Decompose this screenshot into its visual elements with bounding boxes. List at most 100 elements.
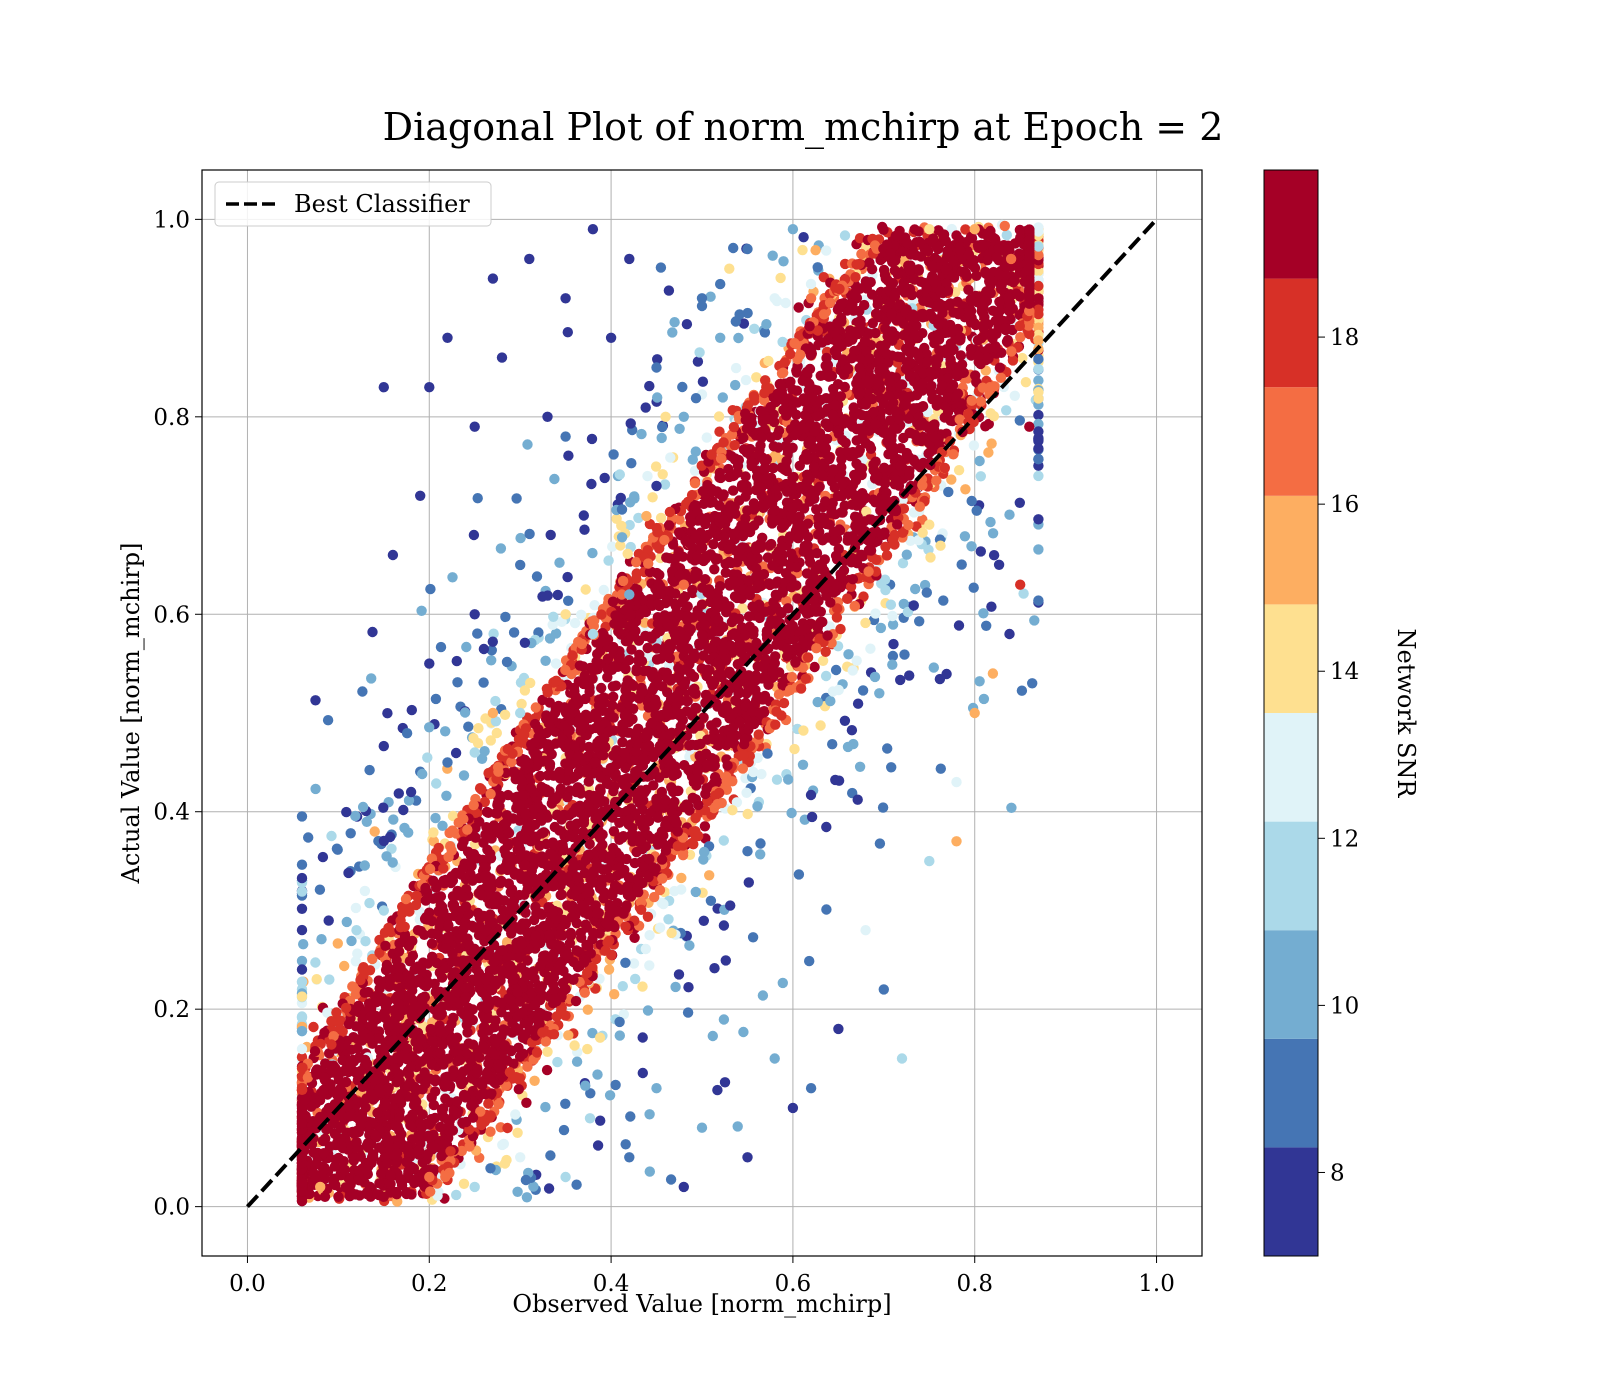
scatter-point-core bbox=[699, 821, 711, 832]
scatter-point-bg bbox=[1033, 265, 1044, 277]
scatter-points bbox=[296, 219, 1044, 1207]
scatter-point-core bbox=[832, 603, 843, 614]
chart-title: Diagonal Plot of norm_mchirp at Epoch = … bbox=[383, 105, 1224, 150]
scatter-point-bg bbox=[698, 854, 709, 865]
scatter-point-bg bbox=[582, 1043, 593, 1055]
scatter-point-bg bbox=[298, 939, 309, 950]
scatter-point-bg bbox=[516, 698, 527, 710]
scatter-point-core bbox=[410, 899, 422, 911]
scatter-point-core bbox=[598, 893, 609, 904]
scatter-point-bg bbox=[352, 948, 363, 959]
scatter-point-bg bbox=[865, 643, 876, 654]
scatter-point-bg bbox=[579, 524, 590, 535]
scatter-point-bg bbox=[928, 662, 939, 673]
scatter-point-bg bbox=[644, 380, 655, 392]
scatter-point-bg bbox=[359, 860, 370, 871]
scatter-point-bg bbox=[694, 347, 705, 358]
scatter-point-bg bbox=[490, 695, 501, 707]
scatter-point-bg bbox=[296, 991, 308, 1002]
scatter-point-bg bbox=[542, 1046, 553, 1058]
scatter-point-bg bbox=[310, 695, 321, 706]
scatter-point-bg bbox=[488, 628, 499, 639]
scatter-point-bg bbox=[463, 721, 474, 732]
scatter-point-core bbox=[319, 1191, 331, 1203]
scatter-point-bg bbox=[886, 762, 897, 773]
scatter-point-bg bbox=[663, 914, 674, 925]
scatter-point-core bbox=[831, 612, 843, 623]
scatter-point-bg bbox=[1033, 409, 1044, 421]
scatter-point-bg bbox=[458, 1178, 470, 1190]
scatter-point-bg bbox=[917, 527, 928, 538]
scatter-point-bg bbox=[705, 895, 717, 906]
scatter-point-bg bbox=[580, 1080, 591, 1091]
scatter-point-bg bbox=[625, 418, 636, 429]
scatter-point-bg bbox=[690, 393, 702, 404]
scatter-point-bg bbox=[326, 830, 337, 842]
scatter-point-bg bbox=[563, 595, 574, 606]
scatter-point-bg bbox=[472, 493, 483, 504]
scatter-point-bg bbox=[296, 1043, 308, 1055]
scatter-point-bg bbox=[749, 323, 760, 334]
scatter-point-bg bbox=[978, 608, 989, 619]
scatter-point-core bbox=[646, 833, 657, 844]
scatter-point-bg bbox=[882, 743, 893, 754]
scatter-point-bg bbox=[417, 768, 428, 780]
scatter-point-bg bbox=[727, 805, 738, 816]
scatter-point-bg bbox=[401, 728, 413, 739]
scatter-point-bg bbox=[966, 495, 977, 507]
scatter-point-bg bbox=[956, 559, 967, 570]
scatter-point-bg bbox=[528, 1181, 539, 1192]
scatter-point-bg bbox=[690, 446, 701, 457]
scatter-point-bg bbox=[378, 802, 389, 813]
scatter-point-bg bbox=[416, 605, 427, 616]
scatter-point-bg bbox=[311, 974, 322, 985]
scatter-point-bg bbox=[296, 955, 308, 967]
scatter-point-bg bbox=[1016, 685, 1028, 696]
scatter-point-bg bbox=[310, 957, 321, 968]
scatter-point-bg bbox=[515, 532, 526, 544]
scatter-point-bg bbox=[1029, 615, 1040, 626]
scatter-point-bg bbox=[614, 1030, 625, 1041]
scatter-point-bg bbox=[626, 458, 637, 469]
scatter-point-bg bbox=[901, 549, 912, 560]
scatter-point-bg bbox=[656, 432, 667, 444]
scatter-point-bg bbox=[652, 354, 663, 365]
scatter-point-bg bbox=[1014, 415, 1025, 426]
scatter-point-bg bbox=[296, 903, 308, 914]
scatter-point-bg bbox=[775, 272, 786, 284]
scatter-point-bg bbox=[683, 982, 694, 993]
scatter-point-bg bbox=[975, 471, 986, 482]
scatter-point-bg bbox=[357, 801, 369, 813]
scatter-point-core bbox=[842, 593, 853, 604]
scatter-point-bg bbox=[897, 558, 909, 569]
scatter-point-bg bbox=[603, 964, 615, 975]
scatter-point-bg bbox=[687, 454, 698, 465]
scatter-point-bg bbox=[548, 611, 559, 622]
scatter-point-bg bbox=[1033, 322, 1044, 333]
scatter-point-bg bbox=[988, 550, 1000, 561]
scatter-point-bg bbox=[343, 867, 354, 879]
scatter-point-bg bbox=[314, 884, 326, 895]
scatter-point-bg bbox=[472, 628, 483, 639]
scatter-point-bg bbox=[547, 619, 558, 630]
scatter-point-bg bbox=[730, 379, 741, 391]
scatter-point-bg bbox=[921, 587, 932, 598]
scatter-point-bg bbox=[843, 649, 854, 660]
scatter-point-bg bbox=[1033, 595, 1044, 606]
scatter-point-bg bbox=[603, 555, 614, 566]
scatter-point-bg bbox=[740, 374, 752, 386]
scatter-point-bg bbox=[542, 590, 553, 601]
scatter-point-core bbox=[718, 489, 729, 500]
scatter-point-bg bbox=[531, 571, 543, 582]
scatter-point-bg bbox=[522, 439, 533, 450]
scatter-point-bg bbox=[985, 516, 996, 528]
scatter-point-bg bbox=[667, 327, 678, 338]
scatter-point-bg bbox=[860, 617, 871, 629]
scatter-point-bg bbox=[960, 224, 971, 235]
scatter-point-core bbox=[791, 562, 802, 573]
scatter-point-bg bbox=[430, 693, 442, 705]
scatter-point-bg bbox=[525, 677, 536, 689]
scatter-point-bg bbox=[431, 778, 442, 789]
scatter-point-core bbox=[596, 682, 607, 694]
scatter-point-bg bbox=[398, 804, 409, 816]
